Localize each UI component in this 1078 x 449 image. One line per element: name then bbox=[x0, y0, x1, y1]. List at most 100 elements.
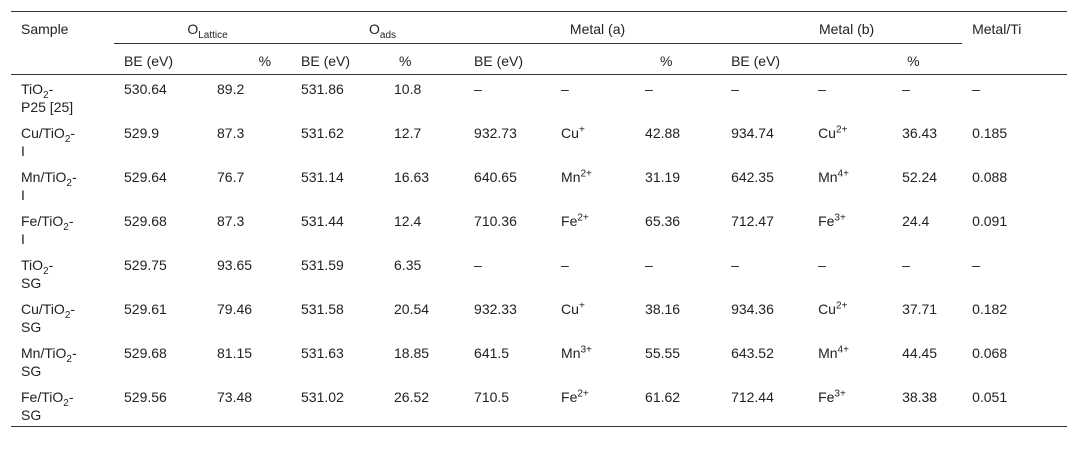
metal-a-ion-cell: – bbox=[561, 81, 569, 97]
o-ads-be-cell: 531.86 bbox=[301, 81, 344, 97]
metal-a-blank-header bbox=[551, 44, 635, 75]
metal-b-ion-cell: Mn4+ bbox=[818, 167, 849, 185]
o-ads-pct-cell: 10.8 bbox=[394, 81, 422, 97]
o-ads-pct-cell: 12.4 bbox=[394, 212, 422, 229]
metal-b-ion-cell: Cu2+ bbox=[818, 299, 848, 317]
table-row: Fe/TiO2- I 529.68 87.3 531.44 12.4 710.36 Fe2+ 6… bbox=[11, 207, 1067, 251]
table-row: TiO2- SG 529.75 93.65 531.59 6.35 – – – – – – – bbox=[11, 251, 1067, 295]
metal-a-ion-cell: Fe2+ bbox=[561, 387, 589, 405]
metal-a-pct-cell: 31.19 bbox=[645, 168, 681, 185]
sample-cell: Cu/TiO2- I bbox=[21, 124, 76, 159]
metal-b-pct-cell: 38.38 bbox=[902, 388, 938, 405]
table-row: Fe/TiO2- SG 529.56 73.48 531.02 26.52 710.5 Fe2… bbox=[11, 383, 1067, 427]
metal-a-be-cell: – bbox=[474, 81, 482, 97]
metal-a-be-cell: 710.36 bbox=[474, 212, 517, 229]
table-row: TiO2- P25 [25] 530.64 89.2 531.86 10.8 – – – – – – – bbox=[11, 75, 1067, 119]
metal-a-pct-cell: – bbox=[645, 256, 653, 273]
sample-header: Sample bbox=[21, 21, 69, 37]
sample-cell: TiO2- SG bbox=[21, 256, 54, 291]
o-lattice-header: OLattice bbox=[114, 11, 292, 44]
table-header: Sample OLattice Oads Metal (a) Metal (b)… bbox=[11, 11, 1068, 75]
metal-b-be-cell: 643.52 bbox=[731, 344, 774, 361]
o-lattice-pct-cell: 87.3 bbox=[217, 124, 245, 141]
metal-b-blank-header bbox=[808, 44, 892, 75]
sample-cell: Fe/TiO2- SG bbox=[21, 388, 74, 423]
o-ads-pct-header: % bbox=[399, 53, 412, 69]
metal-b-ion-cell: – bbox=[818, 81, 826, 97]
o-ads-be-cell: 531.62 bbox=[301, 124, 344, 141]
metal-b-pct-cell: 36.43 bbox=[902, 124, 938, 141]
metal-a-pct-header: % bbox=[660, 53, 673, 69]
metal-b-pct-cell: 24.4 bbox=[902, 212, 930, 229]
o-lattice-be-cell: 529.75 bbox=[124, 256, 167, 273]
sample-cell: Fe/TiO2- I bbox=[21, 212, 74, 247]
metal-b-pct-cell: 52.24 bbox=[902, 168, 938, 185]
metal-a-ion-cell: Mn2+ bbox=[561, 167, 592, 185]
metal-a-ion-cell: Fe2+ bbox=[561, 211, 589, 229]
metal-b-be-cell: – bbox=[731, 256, 739, 273]
sample-cell: Cu/TiO2- SG bbox=[21, 300, 76, 335]
metal-b-ion-cell: Mn4+ bbox=[818, 343, 849, 361]
metal-b-ion-cell: – bbox=[818, 256, 826, 273]
metal-b-pct-cell: – bbox=[902, 81, 910, 97]
table-row: Cu/TiO2- SG 529.61 79.46 531.58 20.54 932.33 Cu… bbox=[11, 295, 1067, 339]
metal-b-be-cell: 712.47 bbox=[731, 212, 774, 229]
o-ads-pct-cell: 12.7 bbox=[394, 124, 422, 141]
sample-cell: Mn/TiO2- I bbox=[21, 168, 77, 203]
metal-a-ion-cell: Cu+ bbox=[561, 123, 585, 141]
metal-ti-ratio-cell: 0.088 bbox=[972, 168, 1008, 185]
metal-a-pct-cell: 55.55 bbox=[645, 344, 681, 361]
o-lattice-pct-cell: 87.3 bbox=[217, 212, 245, 229]
table-row: Mn/TiO2- I 529.64 76.7 531.14 16.63 640.65 Mn2+… bbox=[11, 163, 1067, 207]
metal-ti-ratio-cell: 0.091 bbox=[972, 212, 1008, 229]
metal-b-be-header: BE (eV) bbox=[731, 53, 781, 69]
metal-ti-header: Metal/Ti bbox=[972, 21, 1022, 37]
o-lattice-pct-cell: 93.65 bbox=[217, 256, 253, 273]
o-lattice-be-cell: 529.9 bbox=[124, 124, 160, 141]
o-lattice-be-header: BE (eV) bbox=[124, 53, 174, 69]
metal-b-ion-cell: Fe3+ bbox=[818, 387, 846, 405]
o-ads-header: Oads bbox=[291, 11, 465, 44]
sample-cell: Mn/TiO2- SG bbox=[21, 344, 77, 379]
metal-a-pct-cell: 65.36 bbox=[645, 212, 681, 229]
o-lattice-be-cell: 530.64 bbox=[124, 81, 167, 97]
metal-b-ion-cell: Cu2+ bbox=[818, 123, 848, 141]
metal-a-header: Metal (a) bbox=[464, 11, 722, 44]
o-lattice-pct-cell: 76.7 bbox=[217, 168, 245, 185]
metal-ti-ratio-cell: – bbox=[972, 256, 980, 273]
o-lattice-be-cell: 529.68 bbox=[124, 212, 167, 229]
metal-a-be-cell: 640.65 bbox=[474, 168, 517, 185]
metal-b-be-cell: 712.44 bbox=[731, 388, 774, 405]
metal-a-pct-cell: 42.88 bbox=[645, 124, 681, 141]
o-lattice-be-cell: 529.61 bbox=[124, 300, 167, 317]
o-ads-pct-cell: 16.63 bbox=[394, 168, 430, 185]
metal-a-ion-cell: Mn3+ bbox=[561, 343, 592, 361]
o-lattice-be-cell: 529.56 bbox=[124, 388, 167, 405]
metal-a-be-header: BE (eV) bbox=[474, 53, 524, 69]
metal-ti-ratio-cell: 0.051 bbox=[972, 388, 1008, 405]
o-ads-be-cell: 531.63 bbox=[301, 344, 344, 361]
o-lattice-pct-cell: 79.46 bbox=[217, 300, 253, 317]
xps-results-table: Sample OLattice Oads Metal (a) Metal (b)… bbox=[11, 11, 1068, 427]
metal-a-be-cell: 932.33 bbox=[474, 300, 517, 317]
o-lattice-pct-header: % bbox=[258, 53, 272, 69]
table-row: Mn/TiO2- SG 529.68 81.15 531.63 18.85 641.5 Mn3… bbox=[11, 339, 1067, 383]
metal-a-ion-cell: Cu+ bbox=[561, 299, 585, 317]
o-ads-be-cell: 531.58 bbox=[301, 300, 344, 317]
metal-a-be-cell: – bbox=[474, 256, 482, 273]
metal-ti-ratio-cell: – bbox=[972, 81, 980, 97]
o-ads-pct-cell: 6.35 bbox=[394, 256, 422, 273]
metal-a-be-cell: 710.5 bbox=[474, 388, 510, 405]
o-lattice-be-cell: 529.64 bbox=[124, 168, 167, 185]
table-row: Cu/TiO2- I 529.9 87.3 531.62 12.7 932.73 Cu+ 42.… bbox=[11, 119, 1067, 163]
o-lattice-pct-cell: 89.2 bbox=[217, 81, 245, 97]
metal-b-be-cell: 934.74 bbox=[731, 124, 774, 141]
metal-a-be-cell: 641.5 bbox=[474, 344, 510, 361]
metal-a-pct-cell: – bbox=[645, 81, 653, 97]
o-ads-be-cell: 531.44 bbox=[301, 212, 344, 229]
metal-b-pct-cell: 44.45 bbox=[902, 344, 938, 361]
metal-a-pct-cell: 38.16 bbox=[645, 300, 681, 317]
metal-b-be-cell: 934.36 bbox=[731, 300, 774, 317]
o-ads-pct-cell: 18.85 bbox=[394, 344, 430, 361]
metal-b-pct-cell: 37.71 bbox=[902, 300, 938, 317]
